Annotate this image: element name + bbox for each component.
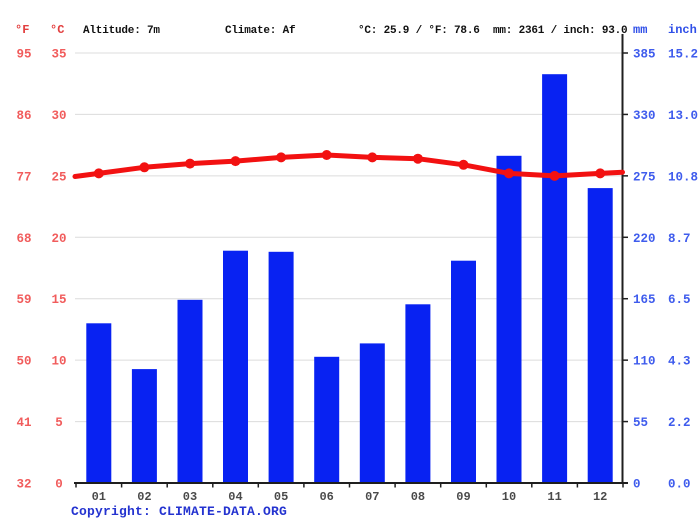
- mm-tick-label: 330: [633, 109, 656, 123]
- fahrenheit-tick-label: 77: [16, 170, 31, 184]
- month-label-01: 01: [92, 490, 106, 504]
- mm-tick-label: 165: [633, 293, 656, 307]
- climate-class-label: Climate: Af: [225, 25, 296, 37]
- celsius-tick-label: 10: [51, 355, 66, 369]
- celsius-tick-label: 35: [51, 48, 66, 62]
- mm-tick-label: 220: [633, 232, 656, 246]
- temp-point-03: [185, 158, 195, 169]
- mm-tick-label: 275: [633, 170, 656, 184]
- precip-bar-06: [314, 356, 340, 483]
- inch-tick-label: 6.5: [668, 293, 691, 307]
- annual-precipitation-label: mm: 2361 / inch: 93.0: [493, 25, 628, 37]
- celsius-tick-label: 0: [55, 478, 63, 492]
- temp-point-10: [504, 168, 514, 179]
- temp-point-09: [458, 159, 469, 170]
- precip-bar-09: [451, 260, 476, 483]
- precip-bar-03: [177, 299, 203, 483]
- fahrenheit-tick-label: 41: [16, 416, 31, 430]
- month-label-03: 03: [183, 490, 197, 504]
- celsius-tick-label: 5: [55, 416, 63, 430]
- inch-tick-label: 10.8: [668, 170, 698, 184]
- month-label-10: 10: [502, 490, 516, 504]
- month-label-06: 06: [319, 490, 333, 504]
- precip-bar-01: [86, 323, 112, 483]
- month-label-02: 02: [137, 490, 151, 504]
- fahrenheit-tick-label: 95: [16, 48, 31, 62]
- fahrenheit-axis-title: °F: [15, 23, 30, 37]
- inch-axis-title: inch: [668, 23, 697, 37]
- celsius-tick-label: 30: [51, 109, 66, 123]
- temp-point-08: [412, 153, 423, 164]
- temp-point-07: [367, 152, 378, 163]
- copyright-link[interactable]: Copyright: CLIMATE-DATA.ORG: [71, 504, 288, 519]
- mean-temperature-label: °C: 25.9 / °F: 78.6: [358, 25, 480, 37]
- celsius-tick-label: 15: [51, 293, 66, 307]
- celsius-axis-title: °C: [50, 23, 65, 37]
- altitude-label: Altitude: 7m: [83, 25, 160, 37]
- precip-bar-07: [359, 343, 385, 483]
- temp-point-01: [93, 168, 104, 179]
- precip-bar-02: [131, 369, 157, 483]
- month-label-07: 07: [365, 490, 379, 504]
- mm-tick-label: 0: [633, 478, 641, 492]
- fahrenheit-tick-label: 86: [16, 109, 31, 123]
- inch-tick-label: 2.2: [668, 416, 691, 430]
- fahrenheit-tick-label: 32: [16, 478, 31, 492]
- mm-tick-label: 385: [633, 48, 656, 62]
- month-label-08: 08: [411, 490, 425, 504]
- inch-tick-label: 0.0: [668, 478, 691, 492]
- month-label-09: 09: [456, 490, 470, 504]
- precip-bar-10: [496, 155, 522, 484]
- month-label-04: 04: [228, 490, 242, 504]
- inch-tick-label: 13.0: [668, 109, 698, 123]
- precip-bar-05: [268, 251, 294, 483]
- precip-bar-11: [542, 74, 568, 483]
- temp-point-02: [139, 162, 150, 173]
- temp-point-05: [276, 152, 287, 163]
- mm-tick-label: 110: [633, 355, 656, 369]
- temp-point-04: [230, 156, 241, 167]
- temp-point-11: [549, 170, 560, 181]
- temp-point-06: [321, 150, 332, 160]
- month-label-05: 05: [274, 490, 288, 504]
- precip-bar-08: [405, 304, 431, 483]
- inch-tick-label: 15.2: [668, 48, 698, 62]
- precip-bar-04: [223, 250, 248, 483]
- mm-axis-title: mm: [633, 23, 648, 37]
- inch-tick-label: 4.3: [668, 355, 691, 369]
- celsius-tick-label: 20: [51, 232, 66, 246]
- celsius-tick-label: 25: [51, 170, 66, 184]
- temperature-line: [72, 152, 625, 179]
- fahrenheit-tick-label: 59: [16, 293, 31, 307]
- mm-tick-label: 55: [633, 416, 648, 430]
- fahrenheit-tick-label: 50: [16, 355, 31, 369]
- precip-bar-12: [587, 188, 613, 483]
- month-label-12: 12: [593, 490, 607, 504]
- month-label-11: 11: [547, 490, 561, 504]
- fahrenheit-tick-label: 68: [16, 232, 31, 246]
- inch-tick-label: 8.7: [668, 232, 691, 246]
- temp-point-12: [595, 168, 606, 179]
